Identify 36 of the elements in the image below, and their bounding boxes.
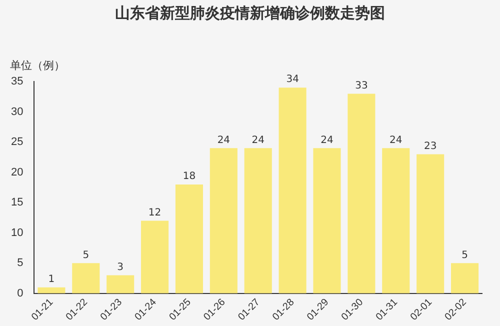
data-label: 5: [82, 250, 90, 261]
bar: [72, 263, 100, 294]
bar: [382, 148, 410, 294]
bar: [38, 287, 66, 294]
bar: [210, 148, 238, 294]
bar: [175, 184, 204, 294]
y-tick-label: 0: [17, 287, 24, 300]
y-tick-label: 5: [17, 257, 24, 270]
bar: [244, 148, 272, 294]
y-tick-label: 10: [10, 226, 24, 239]
data-label: 34: [286, 74, 299, 86]
y-tick-label: 30: [10, 106, 24, 118]
bar: [313, 148, 341, 294]
data-label: 24: [252, 134, 264, 146]
data-label: 24: [390, 134, 402, 146]
data-label: 33: [355, 80, 368, 92]
y-tick-label: 25: [10, 136, 24, 148]
bar: [141, 220, 169, 294]
data-label: 3: [117, 262, 124, 273]
data-label: 24: [217, 134, 230, 146]
bar: [106, 275, 134, 294]
data-label: 23: [424, 140, 437, 152]
y-tick-label: 20: [10, 166, 24, 178]
chart-title: 山东省新型肺炎疫情新增确诊例数走势图: [114, 4, 386, 23]
bar: [451, 263, 479, 294]
bar: [348, 94, 376, 294]
y-axis-title: 单位（例）: [10, 58, 65, 73]
data-label: 5: [462, 250, 468, 261]
data-label: 12: [148, 207, 162, 218]
data-label: 24: [320, 134, 334, 146]
y-tick-label: 15: [10, 196, 24, 209]
data-label: 1: [48, 274, 55, 285]
y-tick-label: 35: [10, 76, 24, 88]
bar: [416, 154, 444, 294]
data-label: 18: [182, 171, 196, 182]
bar: [278, 88, 306, 294]
